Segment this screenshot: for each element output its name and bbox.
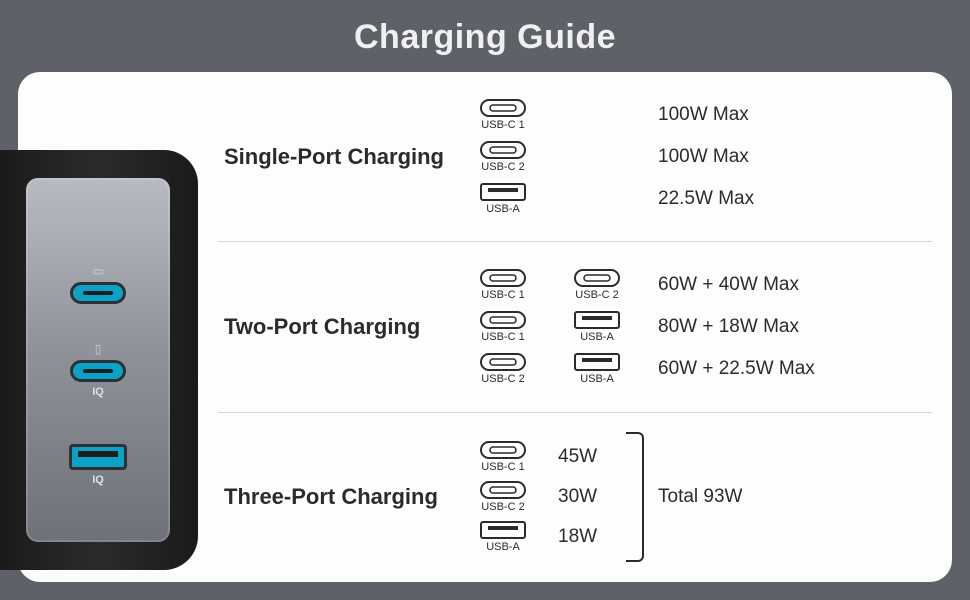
port-spec: USB-C 1: [468, 269, 538, 301]
port-spec: USB-C 1: [468, 99, 538, 131]
usb-c-icon: [480, 141, 526, 159]
total-watt: Total 93W: [658, 486, 742, 508]
usb-a-port-icon: [69, 444, 127, 470]
watt-value: 30W: [558, 486, 618, 508]
watt-value: 60W + 22.5W Max: [658, 358, 815, 380]
bracket-icon: [626, 432, 644, 562]
section-three-port: Three-Port Charging USB-C 1 45W: [218, 412, 932, 582]
port-spec: USB-C 2: [468, 353, 538, 385]
section-label: Two-Port Charging: [218, 314, 468, 340]
guide-row: USB-C 2 USB-A 60W + 22.5W Max: [468, 353, 932, 385]
watt-value: 60W + 40W Max: [658, 274, 799, 296]
usb-a-icon: [480, 521, 526, 539]
port-spec: USB-C 2: [468, 141, 538, 173]
port-spec: USB-C 1: [468, 311, 538, 343]
watt-value: 80W + 18W Max: [658, 316, 799, 338]
section-two-port: Two-Port Charging USB-C 1 USB-C 2 60W + …: [218, 241, 932, 411]
iq-label: IQ: [70, 386, 126, 398]
usb-c-icon: [480, 311, 526, 329]
guide-row: USB-C 1 100W Max: [468, 99, 932, 131]
usb-c-icon: [480, 353, 526, 371]
port-spec: USB-C 2: [468, 481, 538, 513]
guide-row: USB-C 2 100W Max: [468, 141, 932, 173]
usb-a-icon: [480, 183, 526, 201]
port-spec: USB-A: [468, 521, 538, 553]
watt-value: 45W: [558, 446, 618, 468]
port-spec: USB-C 1: [468, 441, 538, 473]
phone-icon: ▯: [70, 342, 126, 356]
guide-row: USB-C 2 30W: [468, 481, 618, 513]
usb-a-icon: [574, 311, 620, 329]
watt-value: 22.5W Max: [658, 188, 754, 210]
section-single-port: Single-Port Charging USB-C 1 100W Max: [218, 72, 932, 241]
watt-value: 100W Max: [658, 104, 749, 126]
guide-row: USB-C 1 45W: [468, 441, 618, 473]
usb-c-icon: [480, 441, 526, 459]
guide-row: USB-A 18W: [468, 521, 618, 553]
iq-label: IQ: [69, 474, 127, 486]
guide-row: USB-A 22.5W Max: [468, 183, 932, 215]
usb-c-icon: [480, 481, 526, 499]
page-title: Charging Guide: [0, 0, 970, 71]
port-spec: USB-A: [468, 183, 538, 215]
port-spec: USB-C 2: [562, 269, 632, 301]
guide-row: USB-C 1 USB-C 2 60W + 40W Max: [468, 269, 932, 301]
laptop-icon: ▭: [70, 264, 126, 278]
charger-image: ▭ ▯ IQ IQ: [0, 150, 198, 582]
port-spec: USB-A: [562, 353, 632, 385]
usb-c-icon: [574, 269, 620, 287]
guide-table: Single-Port Charging USB-C 1 100W Max: [218, 72, 932, 582]
port-spec: USB-A: [562, 311, 632, 343]
usb-a-icon: [574, 353, 620, 371]
section-label: Three-Port Charging: [218, 484, 468, 510]
section-label: Single-Port Charging: [218, 144, 468, 170]
guide-row: USB-C 1 USB-A 80W + 18W Max: [468, 311, 932, 343]
usb-c-icon: [480, 269, 526, 287]
usb-c-port-icon: [70, 360, 126, 382]
usb-c-icon: [480, 99, 526, 117]
watt-value: 100W Max: [658, 146, 749, 168]
usb-c-port-icon: [70, 282, 126, 304]
guide-card: ▭ ▯ IQ IQ Single-Port Charging: [18, 72, 952, 582]
watt-value: 18W: [558, 526, 618, 548]
